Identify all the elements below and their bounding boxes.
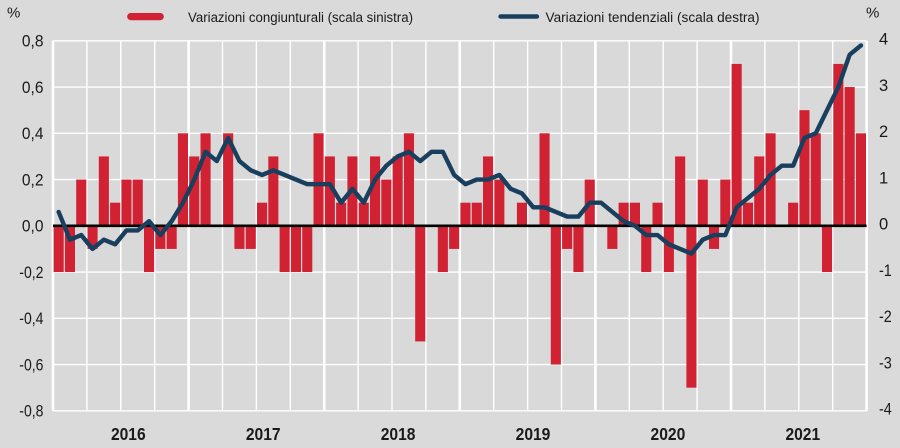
svg-text:2: 2 [879, 123, 888, 141]
svg-text:2018: 2018 [381, 424, 416, 444]
svg-text:0,4: 0,4 [22, 125, 44, 143]
svg-text:Variazioni congiunturali (scal: Variazioni congiunturali (scala sinistra… [188, 10, 413, 26]
svg-text:-1: -1 [879, 262, 892, 280]
svg-text:-0,6: -0,6 [19, 356, 43, 374]
svg-text:-0,8: -0,8 [19, 403, 43, 421]
svg-text:3: 3 [879, 77, 888, 95]
svg-text:2019: 2019 [516, 424, 551, 444]
svg-text:-2: -2 [879, 308, 892, 326]
svg-text:Variazioni tendenziali (scala: Variazioni tendenziali (scala destra) [546, 10, 760, 26]
svg-text:0: 0 [879, 216, 888, 234]
svg-text:-0,4: -0,4 [19, 310, 43, 328]
svg-text:0,0: 0,0 [22, 218, 44, 236]
svg-text:0,6: 0,6 [22, 79, 44, 97]
svg-text:%: % [866, 5, 879, 22]
svg-text:4: 4 [879, 31, 888, 49]
svg-text:2020: 2020 [651, 424, 686, 444]
svg-text:2021: 2021 [785, 424, 820, 444]
svg-text:0,8: 0,8 [22, 33, 44, 51]
svg-text:0,2: 0,2 [22, 171, 44, 189]
svg-text:2017: 2017 [246, 424, 281, 444]
svg-text:-0,2: -0,2 [19, 264, 43, 282]
svg-text:-3: -3 [879, 354, 892, 372]
svg-text:2016: 2016 [111, 424, 146, 444]
svg-text:-4: -4 [879, 401, 892, 419]
svg-text:%: % [7, 5, 20, 22]
svg-text:1: 1 [879, 169, 888, 187]
